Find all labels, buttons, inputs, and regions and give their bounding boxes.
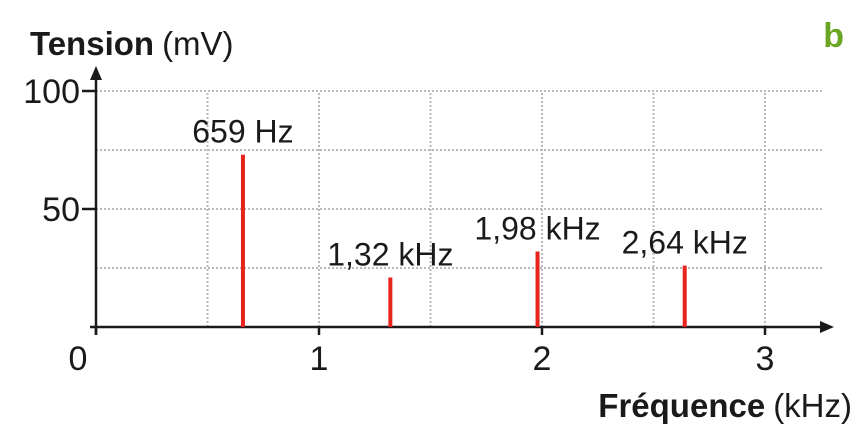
x-axis-title: Fréquence (kHz) <box>598 387 852 424</box>
x-axis-arrow <box>820 321 834 333</box>
panel-label: b <box>823 17 844 55</box>
x-tick-label: 1 <box>310 340 329 378</box>
y-axis-name: Tension <box>30 25 154 62</box>
y-axis-title: Tension (mV) <box>30 25 234 62</box>
y-tick-label: 50 <box>42 191 80 229</box>
peak-label: 1,32 kHz <box>327 236 453 272</box>
x-tick-label: 0 <box>69 340 88 378</box>
peak-label: 2,64 kHz <box>622 225 748 261</box>
x-tick-label: 2 <box>533 340 552 378</box>
grid <box>96 90 822 327</box>
peak-label: 1,98 kHz <box>474 210 600 246</box>
ticks: 0 1 2 3 50 100 <box>23 73 774 378</box>
y-axis-arrow <box>90 66 102 80</box>
peaks: 659 Hz 1,32 kHz 1,98 kHz 2,64 kHz <box>192 114 748 327</box>
x-axis-name: Fréquence <box>598 387 765 424</box>
peak-label: 659 Hz <box>192 114 293 150</box>
y-axis-unit: (mV) <box>162 25 233 62</box>
axes <box>90 66 834 335</box>
x-tick-label: 3 <box>756 340 775 378</box>
x-axis-unit: (kHz) <box>773 387 852 424</box>
y-tick-label: 100 <box>23 73 80 111</box>
